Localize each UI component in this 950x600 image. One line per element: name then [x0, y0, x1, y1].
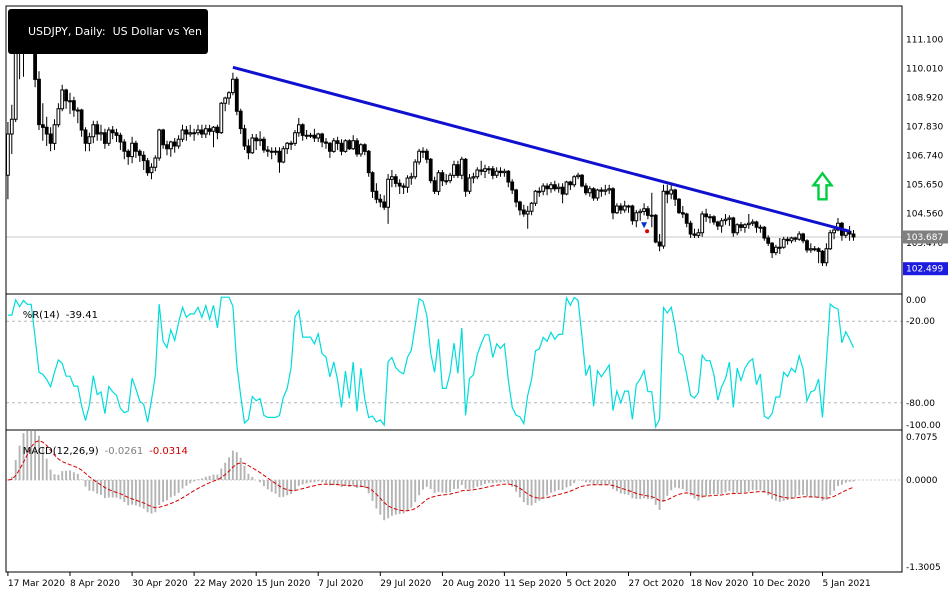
time-tick-label: 20 Aug 2020 — [442, 579, 500, 589]
price-tick-label: 110.010 — [906, 64, 943, 74]
price-tick-label: 111.100 — [906, 35, 943, 45]
svg-text:102.499: 102.499 — [906, 265, 943, 275]
macd-main-value: -0.0261 — [104, 446, 144, 457]
wpr-indicator-label: %R(14) -39.41 — [10, 298, 98, 334]
time-tick-label: 5 Oct 2020 — [567, 579, 617, 589]
bid-price-badge: 103.687 — [903, 230, 948, 244]
wpr-tick-label: 0.00 — [906, 296, 926, 306]
price-tick-label: 104.560 — [906, 210, 943, 220]
macd-signal-value: -0.0314 — [149, 446, 188, 457]
svg-text:103.687: 103.687 — [906, 233, 943, 243]
time-axis[interactable]: 17 Mar 2020 8 Apr 2020 30 Apr 2020 22 May 2… — [7, 572, 871, 589]
time-tick-label: 15 Jun 2020 — [256, 579, 310, 589]
descending-trendline[interactable] — [232, 65, 850, 233]
price-tick-label: 106.740 — [906, 152, 943, 162]
time-tick-label: 11 Sep 2020 — [504, 579, 561, 589]
time-tick-label: 27 Oct 2020 — [629, 579, 685, 589]
macd-name: MACD(12,26,9) — [22, 446, 99, 457]
time-tick-label: 10 Dec 2020 — [753, 579, 811, 589]
price-tick-label: 108.920 — [906, 94, 943, 104]
macd-tick-label: -1.3005 — [906, 563, 941, 573]
wpr-tick-label: -20.00 — [906, 317, 935, 327]
time-tick-label: 8 Apr 2020 — [70, 579, 120, 589]
panel-borders — [5, 5, 903, 573]
wpr-tick-label: -100.00 — [906, 421, 941, 431]
macd-tick-label: 0.7075 — [906, 433, 938, 443]
price-axis[interactable]: 111.100 110.010 108.920 107.830 106.740 105.6… — [903, 35, 948, 573]
ask-price-badge: 102.499 — [903, 262, 948, 276]
price-tick-label: 107.830 — [906, 123, 943, 133]
macd-indicator-label: MACD(12,26,9) -0.0261 -0.0314 — [10, 434, 188, 470]
time-tick-label: 17 Mar 2020 — [8, 579, 65, 589]
symbol-title-text: USDJPY, Daily: US Dollar vs Yen — [28, 25, 202, 38]
macd-histogram — [10, 431, 855, 521]
trade-marker-icon[interactable] — [641, 222, 650, 234]
symbol-title-badge: USDJPY, Daily: US Dollar vs Yen — [8, 9, 208, 54]
price-tick-label: 105.650 — [906, 181, 943, 191]
wpr-line — [7, 295, 855, 429]
macd-tick-label: 0.0000 — [906, 476, 938, 486]
price-tick-label: 103.470 — [906, 239, 943, 249]
wpr-tick-label: -80.00 — [906, 399, 935, 409]
time-tick-label: 30 Apr 2020 — [132, 579, 188, 589]
bearish-candles — [33, 36, 856, 264]
wpr-value: -39.41 — [65, 310, 98, 321]
time-tick-label: 22 May 2020 — [194, 579, 253, 589]
time-tick-label: 18 Nov 2020 — [691, 579, 749, 589]
wpr-name: %R(14) — [22, 310, 60, 321]
time-tick-label: 29 Jul 2020 — [380, 579, 431, 589]
up-arrow-annotation[interactable] — [811, 171, 834, 201]
time-tick-label: 5 Jan 2021 — [823, 579, 871, 589]
bullish-candles — [6, 36, 848, 264]
macd-signal-line — [7, 440, 854, 512]
time-tick-label: 7 Jul 2020 — [318, 579, 363, 589]
wpr-level-lines — [6, 320, 902, 404]
